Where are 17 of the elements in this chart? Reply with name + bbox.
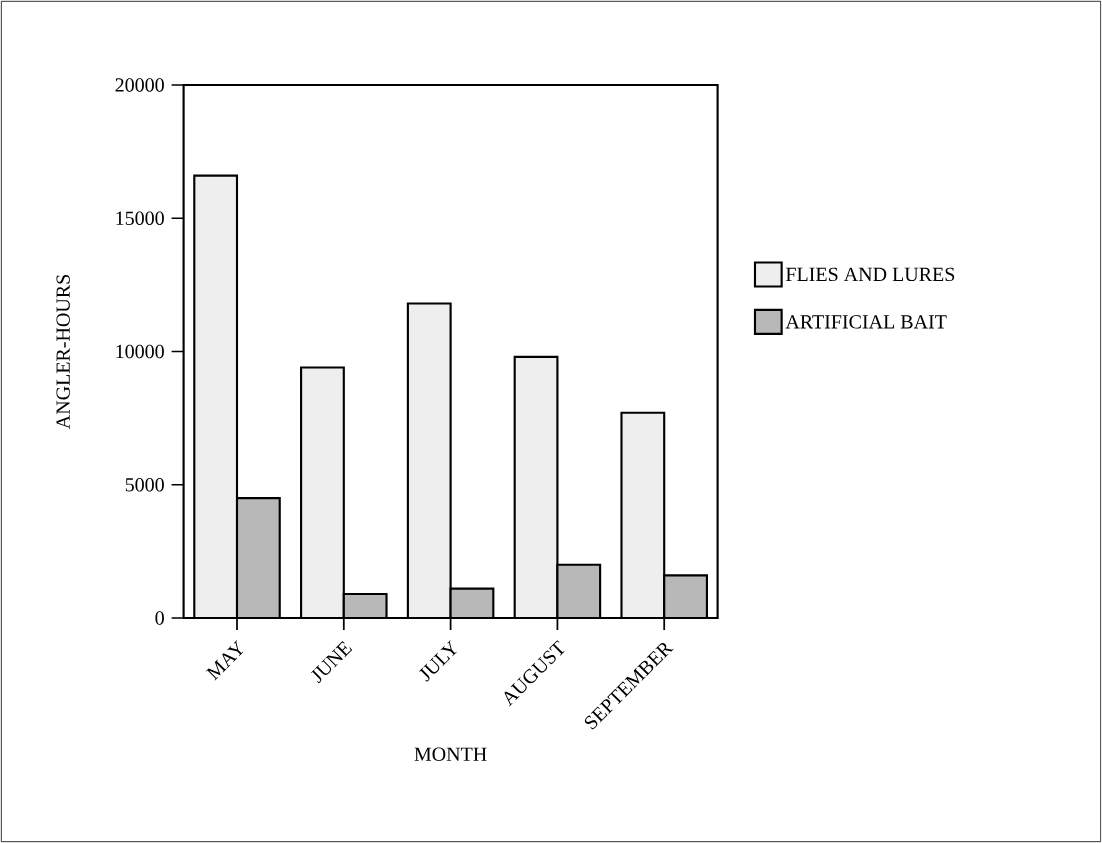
y-tick-label: 5000 xyxy=(125,478,164,492)
x-axis-title: MONTH xyxy=(414,747,487,761)
bar xyxy=(194,175,237,618)
y-tick-label: 15000 xyxy=(116,211,164,225)
bar xyxy=(663,574,708,618)
y-tick-label: 10000 xyxy=(116,344,164,359)
y-tick-label: 20000 xyxy=(115,78,164,92)
bar xyxy=(557,564,601,618)
bar xyxy=(407,303,451,618)
bar xyxy=(514,356,558,618)
bar xyxy=(301,367,344,618)
bar xyxy=(237,498,280,618)
legend-label: FLIES AND LURES xyxy=(785,267,955,282)
y-axis-title: ANGLER-HOURS xyxy=(56,274,70,430)
y-tick-label: 0 xyxy=(155,611,164,625)
bar xyxy=(620,411,666,618)
legend-label: ARTIFICIAL BAIT xyxy=(785,315,947,329)
